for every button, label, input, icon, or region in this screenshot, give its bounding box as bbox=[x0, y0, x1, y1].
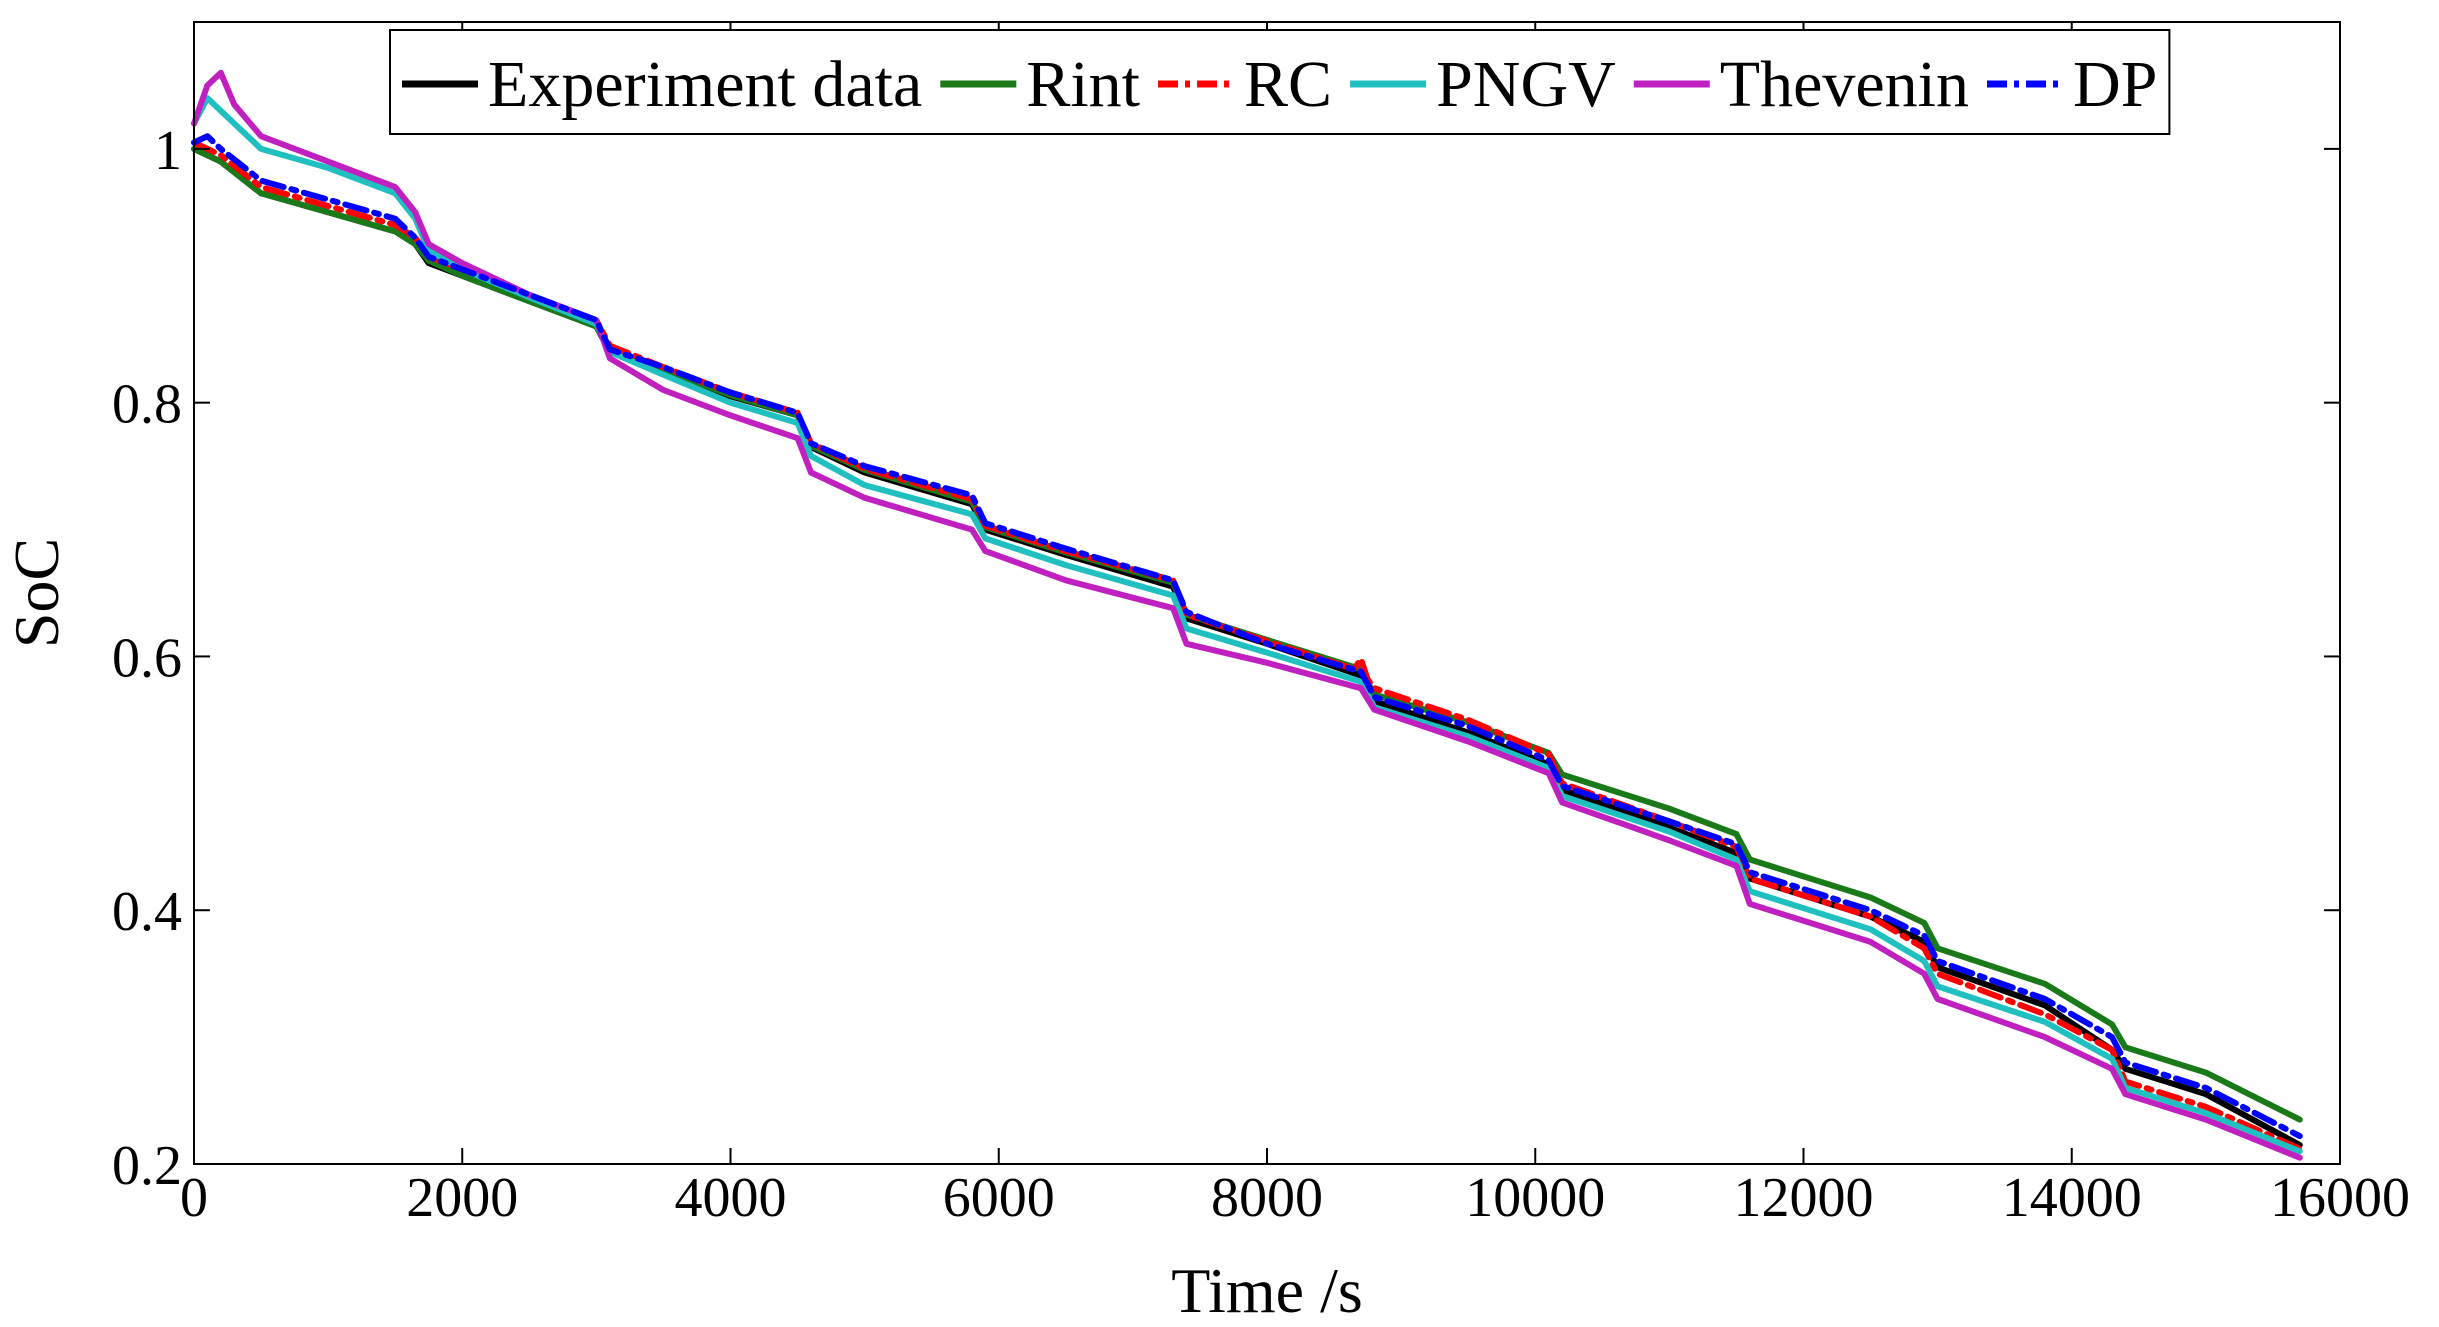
tick-layer: 0 2000 4000 6000 8000 10000 12000 14000 16000 0.2… bbox=[112, 22, 2410, 1229]
series-line-thevenin bbox=[191, 69, 2303, 1161]
x-tick-label: 4000 bbox=[675, 1167, 787, 1229]
series-layer bbox=[191, 69, 2303, 1161]
y-tick-label: 0.6 bbox=[112, 627, 182, 689]
legend: Experiment data Rint RC PNGV Thevenin DP bbox=[389, 29, 2171, 135]
y-tick-label: 1 bbox=[154, 120, 182, 182]
legend-label: RC bbox=[1244, 48, 1332, 121]
legend-label: DP bbox=[2073, 48, 2157, 121]
y-tick-label: 0.8 bbox=[112, 374, 182, 436]
y-tick-label: 0.4 bbox=[112, 881, 182, 943]
x-tick-label: 14000 bbox=[2002, 1167, 2142, 1229]
x-tick-label: 10000 bbox=[1465, 1167, 1605, 1229]
x-tick-label: 12000 bbox=[1734, 1167, 1874, 1229]
series-line-dp bbox=[191, 133, 2303, 1140]
x-tick-label: 2000 bbox=[406, 1167, 518, 1229]
x-tick-label: 6000 bbox=[943, 1167, 1055, 1229]
legend-label: Thevenin bbox=[1720, 48, 1969, 121]
y-axis-label: SoC bbox=[1, 538, 72, 648]
x-tick-label: 16000 bbox=[2270, 1167, 2410, 1229]
x-tick-label: 0 bbox=[180, 1167, 208, 1229]
legend-box bbox=[389, 29, 2171, 135]
legend-label: Rint bbox=[1026, 48, 1140, 121]
y-tick-label: 0.2 bbox=[112, 1135, 182, 1197]
legend-label: Experiment data bbox=[488, 48, 922, 121]
legend-label: PNGV bbox=[1436, 48, 1616, 121]
x-tick-label: 8000 bbox=[1211, 1167, 1323, 1229]
x-axis-label: Time /s bbox=[1171, 1255, 1363, 1326]
